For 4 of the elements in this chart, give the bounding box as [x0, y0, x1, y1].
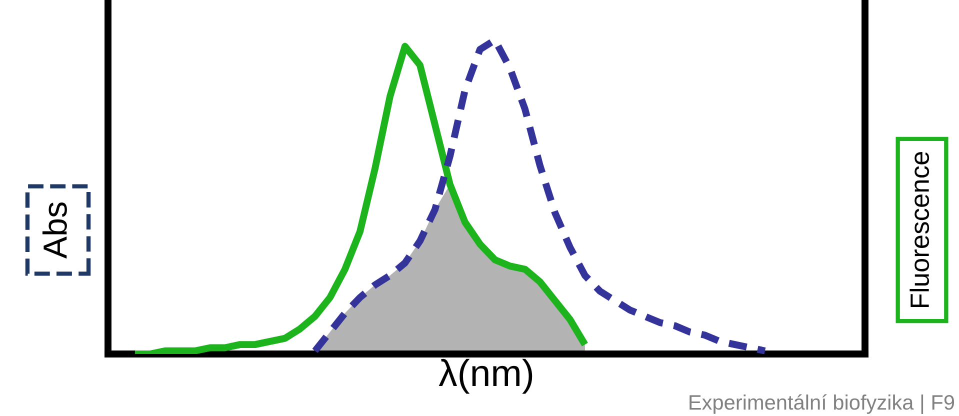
x-axis-title: λ(nm): [438, 358, 532, 394]
text: Experimentální biofyzika | F9: [690, 394, 954, 414]
text: Fluorescence: [910, 152, 930, 308]
y-axis-title: Abs: [42, 202, 67, 259]
